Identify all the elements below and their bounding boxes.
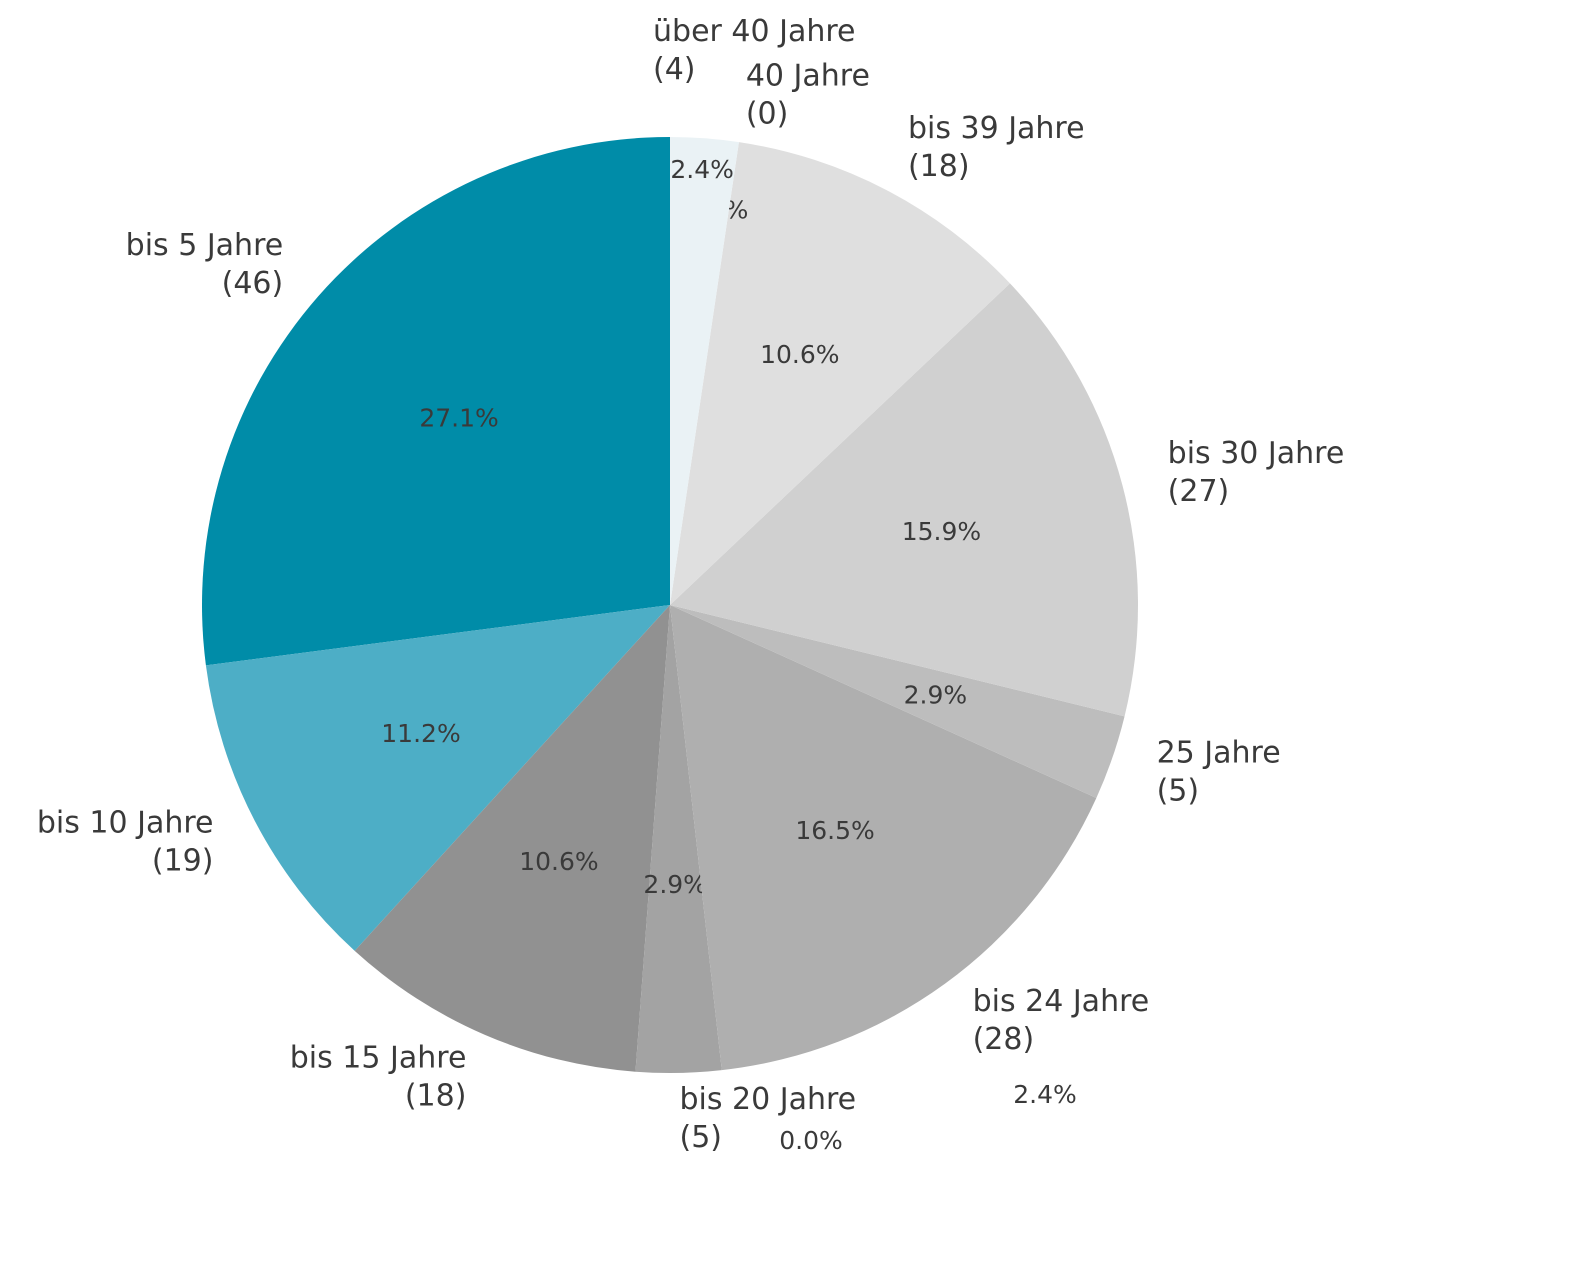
pie-slice: [670, 605, 1097, 1071]
slice-percent: 11.2%: [381, 719, 460, 748]
slice-label: 25 Jahre: [1157, 736, 1281, 771]
pie-slice: [670, 142, 1010, 605]
slice-label: bis 39 Jahre: [908, 111, 1085, 146]
slice-percent: 2.9%: [643, 870, 707, 899]
annotation: 0.0%: [779, 1126, 843, 1155]
slice-value-label: (18): [405, 1078, 467, 1113]
pie-slice: [670, 605, 1125, 798]
slice-value-label: (5): [1157, 774, 1200, 809]
pie-slice: [354, 605, 670, 1072]
slice-value-label: (46): [222, 266, 284, 301]
pie-slice: [670, 137, 739, 605]
pie-slice: [205, 605, 670, 951]
slice-label: bis 20 Jahre: [680, 1082, 857, 1117]
slice-label: bis 15 Jahre: [290, 1040, 467, 1075]
slice-value-label: (28): [973, 1022, 1035, 1057]
slice-percent: 2.9%: [904, 681, 968, 710]
slice-label: über 40 Jahre: [653, 14, 855, 49]
slice-label: bis 10 Jahre: [37, 805, 214, 840]
slice-value-label: (4): [653, 52, 696, 87]
slice-label: bis 30 Jahre: [1168, 436, 1345, 471]
slice-percent: 2.4%: [670, 155, 734, 184]
slice-percent: 10.6%: [519, 847, 598, 876]
pie-slice: [635, 605, 722, 1073]
slice-value-label: (0): [746, 96, 789, 131]
slice-percent: 15.9%: [902, 517, 981, 546]
slice-value-label: (19): [152, 843, 214, 878]
slice-percent: 27.1%: [419, 404, 498, 433]
slice-percent: 10.6%: [760, 340, 839, 369]
slice-value-label: (27): [1168, 474, 1230, 509]
annotation: 2.4%: [1013, 1080, 1077, 1109]
slice-label: 40 Jahre: [746, 58, 870, 93]
pie-slice: [670, 283, 1139, 717]
slice-value-label: (18): [908, 149, 970, 184]
slice-label: bis 24 Jahre: [973, 984, 1150, 1019]
pie-slice: [202, 137, 671, 666]
slice-label: bis 5 Jahre: [126, 228, 284, 263]
slice-percent: 16.5%: [795, 816, 874, 845]
slice-value-label: (5): [680, 1120, 723, 1155]
